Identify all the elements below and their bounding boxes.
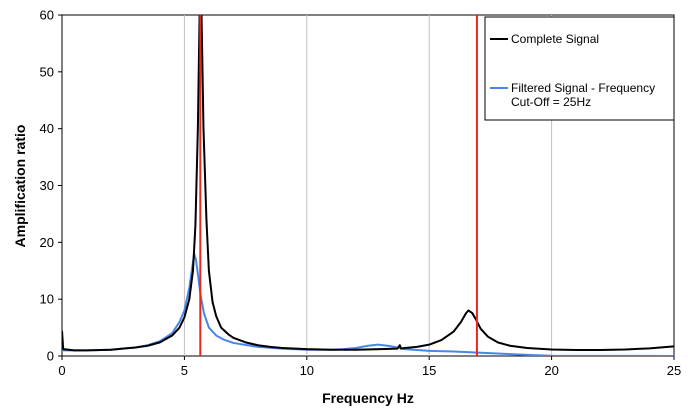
x-tick-label: 20 xyxy=(544,363,558,378)
legend-label-filtered-signal-line2: Cut-Off = 25Hz xyxy=(511,95,591,109)
y-tick-label: 20 xyxy=(40,235,54,250)
gridlines xyxy=(183,15,553,356)
legend: Complete Signal Filtered Signal - Freque… xyxy=(484,16,675,121)
x-tick-label: 10 xyxy=(300,363,314,378)
series-complete-signal xyxy=(62,15,674,352)
y-tick-label: 10 xyxy=(40,292,54,307)
y-tick-label: 30 xyxy=(40,178,54,193)
y-tick-label: 40 xyxy=(40,121,54,136)
legend-box xyxy=(484,16,675,121)
x-axis-title: Frequency Hz xyxy=(322,390,414,406)
series-filtered-signal xyxy=(62,252,674,356)
x-tick-label: 5 xyxy=(181,363,188,378)
y-tick-label: 60 xyxy=(40,8,54,23)
x-tick-label: 15 xyxy=(422,363,436,378)
x-tick-label: 25 xyxy=(667,363,681,378)
legend-label-filtered-signal-line1: Filtered Signal - Frequency xyxy=(511,81,655,95)
legend-label-complete-signal: Complete Signal xyxy=(511,32,599,46)
y-axis-title: Amplification ratio xyxy=(12,125,28,248)
x-tick-label: 0 xyxy=(58,363,65,378)
axis-ticks: 0 5 10 15 20 25 0 10 20 30 40 50 60 xyxy=(40,8,682,379)
y-tick-label: 50 xyxy=(40,64,54,79)
series-layer xyxy=(62,15,674,356)
vertical-markers xyxy=(199,15,478,356)
y-tick-label: 0 xyxy=(47,349,54,364)
